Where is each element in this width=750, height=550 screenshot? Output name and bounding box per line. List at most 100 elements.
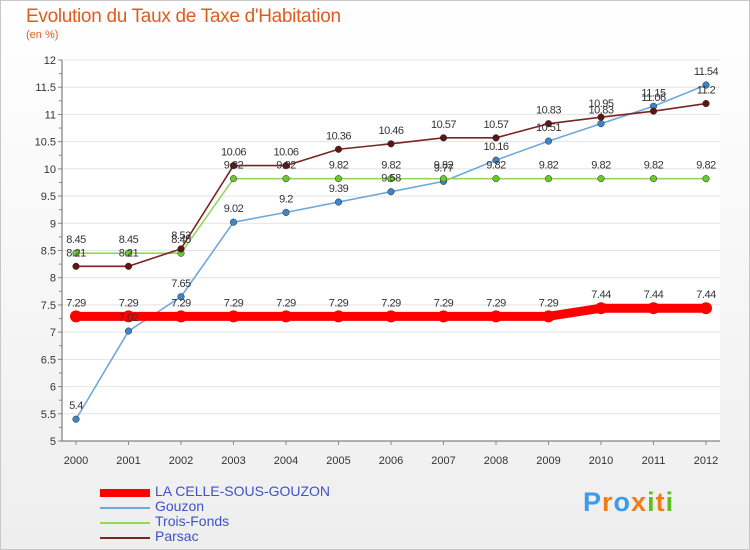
data-point [177, 293, 185, 301]
data-point [124, 327, 133, 335]
y-tick-label: 8.5 [41, 246, 56, 258]
chart-legend: LA CELLE-SOUS-GOUZON Gouzon Trois-Fonds Par… [100, 483, 400, 545]
data-label: 10.83 [536, 105, 561, 117]
data-point [544, 175, 553, 183]
data-label: 11.06 [641, 92, 666, 104]
y-tick-label: 11 [45, 109, 56, 121]
x-tick-label: 2001 [116, 455, 140, 467]
data-point [229, 218, 238, 226]
data-point [702, 175, 710, 183]
data-label: 9.82 [381, 160, 401, 172]
data-label: 9.82 [644, 160, 664, 172]
data-label: 8.45 [171, 234, 191, 246]
data-label: 7.29 [119, 297, 139, 309]
data-point [649, 175, 658, 183]
data-label: 9.58 [381, 173, 401, 185]
data-label: 10.57 [483, 119, 508, 131]
y-tick-label: 8 [50, 273, 56, 285]
data-label: 10.06 [221, 147, 246, 159]
data-label: 7.02 [119, 312, 139, 324]
x-tick-label: 2009 [536, 455, 560, 467]
proxiti-logo: Proxiti [583, 487, 675, 517]
legend-swatch [100, 506, 150, 509]
data-label: 7.29 [171, 297, 191, 309]
data-point [334, 198, 343, 206]
y-tick-label: 12 [44, 55, 56, 67]
y-tick-label: 7 [50, 327, 56, 339]
data-label: 7.29 [486, 297, 506, 309]
data-point [72, 415, 80, 423]
legend-item: LA CELLE-SOUS-GOUZON [100, 483, 400, 500]
data-label: 9.82 [224, 160, 244, 172]
x-tick-label: 2007 [431, 455, 455, 467]
data-point [334, 145, 343, 153]
data-point [492, 156, 500, 164]
data-label: 10.36 [326, 130, 351, 142]
data-point [595, 302, 607, 315]
data-label: 8.21 [119, 247, 139, 259]
y-tick-label: 11.5 [35, 82, 56, 94]
data-label: 10.95 [588, 98, 613, 110]
y-tick-label: 10 [44, 164, 56, 176]
y-tick-label: 6 [50, 382, 56, 394]
data-label: 8.45 [66, 234, 86, 246]
x-tick-label: 2006 [379, 455, 403, 467]
y-tick-label: 5 [50, 436, 56, 448]
data-label: 5.4 [69, 400, 83, 412]
data-point [439, 134, 448, 142]
data-label: 10.16 [483, 141, 508, 153]
data-label: 10.46 [378, 125, 403, 137]
data-point [597, 175, 605, 183]
chart-title: Evolution du Taux de Taxe d'Habitation [26, 6, 341, 27]
data-point [229, 162, 238, 170]
data-point [227, 310, 240, 323]
data-point [72, 249, 80, 257]
data-label: 11.2 [697, 85, 716, 97]
data-label: 9.77 [434, 162, 454, 174]
data-point [437, 310, 450, 323]
data-label: 7.65 [171, 278, 191, 290]
data-label: 8.53 [171, 230, 191, 242]
data-point [124, 262, 133, 270]
legend-item: Parsac [100, 528, 400, 545]
data-label: 7.29 [539, 297, 559, 309]
x-tick-label: 2012 [694, 455, 718, 467]
data-point [439, 175, 448, 183]
data-label: 9.02 [224, 203, 244, 215]
data-point [122, 310, 135, 323]
data-point [282, 208, 290, 216]
y-tick-label: 9 [50, 218, 56, 230]
data-label: 7.29 [434, 297, 454, 309]
data-label: 7.29 [224, 297, 244, 309]
y-tick-label: 6.5 [41, 354, 56, 366]
data-point [175, 310, 187, 323]
data-label: 7.29 [66, 297, 86, 309]
data-point [177, 245, 185, 253]
x-tick-label: 2011 [642, 455, 666, 467]
data-label: 9.82 [434, 160, 454, 172]
data-label: 9.82 [696, 160, 716, 172]
data-label: 9.82 [539, 160, 559, 172]
data-point [647, 302, 660, 315]
data-point [597, 120, 605, 128]
x-tick-label: 2010 [589, 455, 613, 467]
data-point [597, 113, 605, 121]
data-point [492, 175, 500, 183]
data-point [385, 310, 397, 323]
data-point [387, 188, 395, 196]
legend-swatch [100, 536, 150, 539]
data-label: 10.83 [588, 105, 613, 117]
chart-subtitle: (en %) [26, 29, 59, 41]
data-point [490, 310, 502, 323]
data-point [544, 137, 553, 145]
data-label: 10.06 [273, 147, 298, 159]
y-tick-label: 10.5 [35, 137, 56, 149]
legend-item: Trois-Fonds [100, 513, 400, 530]
data-point [72, 262, 80, 270]
data-label: 11.15 [641, 87, 666, 99]
legend-label: Parsac [155, 528, 199, 544]
data-point [702, 99, 710, 108]
x-tick-label: 2000 [64, 455, 88, 467]
data-point [700, 302, 712, 315]
